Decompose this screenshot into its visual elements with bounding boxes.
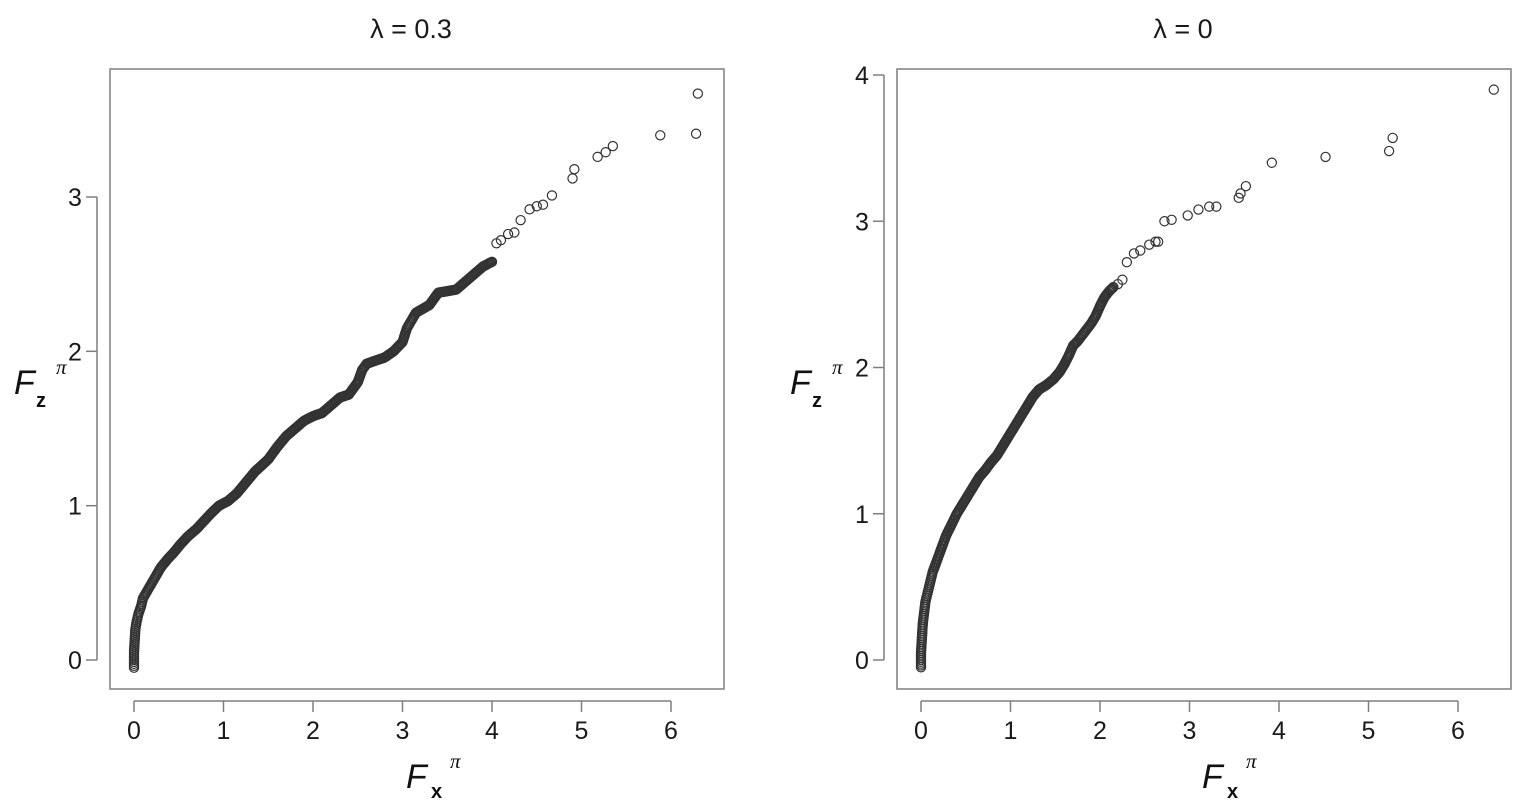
y-axis-label-sub: z — [36, 390, 46, 412]
data-point — [1266, 157, 1278, 168]
data-point — [1320, 151, 1331, 163]
data-point — [1233, 192, 1244, 204]
data-point — [515, 214, 526, 226]
data-point — [1488, 84, 1500, 95]
y-tick-labels: 0 1 2 3 4 — [855, 62, 869, 675]
y-tick-label: 1 — [855, 501, 869, 529]
x-tick-label: 1 — [1004, 717, 1018, 745]
x-axis-ticks — [920, 701, 1459, 712]
data-point — [502, 228, 514, 240]
y-tick-label: 3 — [855, 208, 869, 236]
data-point — [592, 151, 603, 163]
x-tick-label: 0 — [914, 717, 928, 745]
x-tick-label: 3 — [1183, 717, 1197, 745]
x-tick-label: 5 — [575, 717, 589, 745]
data-point — [1203, 201, 1215, 212]
data-point — [1152, 236, 1164, 247]
data-point — [600, 147, 611, 158]
x-tick-label: 6 — [1451, 717, 1465, 745]
data-point — [1182, 210, 1193, 221]
x-axis-label-main: F — [406, 758, 429, 796]
x-axis-label-sub: x — [1227, 781, 1238, 803]
data-point — [1193, 204, 1204, 215]
x-tick-label: 2 — [306, 717, 320, 745]
x-axis-ticks — [133, 701, 672, 712]
panel-lambda-0: λ = 0 0 1 2 3 4 5 6 0 — [790, 14, 1512, 803]
y-tick-label: 2 — [68, 338, 82, 366]
data-point — [567, 173, 578, 184]
data-point — [509, 227, 520, 238]
data-point — [1383, 145, 1395, 157]
x-tick-labels: 0 1 2 3 4 5 6 — [914, 717, 1465, 745]
x-tick-label: 6 — [664, 717, 678, 745]
y-axis-label-sup: π — [832, 355, 843, 379]
data-point — [486, 256, 498, 268]
y-tick-label: 0 — [855, 647, 869, 675]
chart-title: λ = 0.3 — [370, 14, 452, 44]
data-points — [128, 88, 704, 673]
data-point — [531, 201, 542, 212]
data-point — [1159, 216, 1170, 227]
x-axis-label-main: F — [1202, 758, 1225, 796]
chart-title: λ = 0 — [1153, 14, 1212, 44]
data-point — [1135, 245, 1146, 256]
data-point — [692, 88, 704, 99]
y-axis-label-sub: z — [812, 390, 822, 412]
data-point — [1235, 188, 1246, 199]
x-tick-label: 4 — [1272, 717, 1286, 745]
x-tick-label: 1 — [217, 717, 231, 745]
y-axis-label-sup: π — [56, 355, 67, 379]
x-axis-label-sub: x — [431, 781, 442, 803]
data-points — [915, 84, 1500, 673]
data-point — [524, 204, 535, 215]
x-axis-label-sup: π — [1246, 749, 1257, 773]
y-axis-label: F z π — [14, 355, 67, 412]
x-axis-label: F x π — [406, 749, 461, 803]
data-point — [495, 235, 507, 246]
data-point — [1211, 201, 1222, 212]
x-tick-label: 4 — [485, 717, 499, 745]
plot-frame — [896, 68, 1512, 690]
data-point — [607, 140, 619, 152]
y-tick-label: 1 — [68, 493, 82, 521]
x-tick-labels: 0 1 2 3 4 5 6 — [127, 717, 678, 745]
data-point — [546, 190, 558, 201]
data-point — [1105, 284, 1116, 295]
y-axis-label-main: F — [790, 364, 813, 402]
data-point — [1117, 274, 1128, 285]
data-point — [655, 130, 666, 141]
y-axis-label: F z π — [790, 355, 843, 412]
x-tick-label: 3 — [396, 717, 410, 745]
x-axis-label: F x π — [1202, 749, 1257, 803]
data-point — [1166, 214, 1177, 225]
x-tick-label: 0 — [127, 717, 141, 745]
panel-lambda-0-3: λ = 0.3 0 1 2 3 4 5 6 0 — [14, 14, 725, 803]
data-point — [1387, 132, 1398, 144]
y-tick-label: 0 — [68, 647, 82, 675]
data-point — [537, 199, 549, 210]
y-axis-ticks — [873, 74, 884, 661]
data-point — [1128, 248, 1140, 259]
data-point — [1150, 236, 1161, 247]
y-axis-ticks — [86, 196, 97, 661]
y-tick-labels: 0 1 2 3 — [68, 184, 82, 675]
x-tick-label: 5 — [1362, 717, 1376, 745]
plot-frame — [109, 68, 725, 690]
y-tick-label: 4 — [855, 62, 869, 90]
data-point — [1240, 180, 1252, 192]
data-point — [1107, 282, 1118, 294]
y-axis-label-main: F — [14, 364, 37, 402]
y-tick-label: 3 — [68, 184, 82, 212]
data-point — [569, 164, 580, 175]
y-tick-label: 2 — [855, 355, 869, 383]
x-tick-label: 2 — [1093, 717, 1107, 745]
data-point — [1144, 239, 1155, 250]
data-point — [1121, 257, 1133, 268]
data-point — [690, 128, 702, 139]
x-axis-label-sup: π — [450, 749, 461, 773]
data-point — [1104, 285, 1116, 296]
